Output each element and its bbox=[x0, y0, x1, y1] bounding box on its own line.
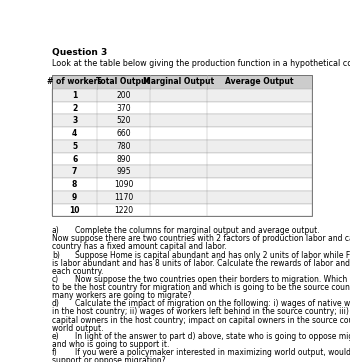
Bar bbox=[52, 89, 312, 102]
Text: 6: 6 bbox=[72, 155, 77, 164]
Text: 370: 370 bbox=[116, 104, 131, 113]
Text: 780: 780 bbox=[116, 142, 131, 151]
Text: 995: 995 bbox=[116, 167, 131, 176]
Text: 2: 2 bbox=[72, 104, 77, 113]
Bar bbox=[52, 75, 312, 216]
Bar bbox=[52, 165, 312, 178]
Bar bbox=[52, 191, 312, 204]
Bar bbox=[52, 75, 312, 89]
Text: and who is going to support it.: and who is going to support it. bbox=[52, 340, 169, 349]
Text: 520: 520 bbox=[116, 116, 131, 125]
Text: 660: 660 bbox=[116, 129, 131, 138]
Text: 200: 200 bbox=[116, 91, 131, 100]
Text: Average Output: Average Output bbox=[225, 77, 294, 87]
Text: many workers are going to migrate?: many workers are going to migrate? bbox=[52, 291, 191, 300]
Text: 9: 9 bbox=[72, 193, 77, 202]
Text: 7: 7 bbox=[72, 167, 77, 176]
Text: 890: 890 bbox=[116, 155, 131, 164]
Text: Suppose Home is capital abundant and has only 2 units of labor while Foreign: Suppose Home is capital abundant and has… bbox=[75, 251, 350, 260]
Text: 1090: 1090 bbox=[114, 180, 133, 189]
Text: If you were a policymaker interested in maximizing world output, would you: If you were a policymaker interested in … bbox=[75, 348, 350, 357]
Text: Marginal Output: Marginal Output bbox=[142, 77, 214, 87]
Bar bbox=[52, 153, 312, 165]
Bar bbox=[52, 204, 312, 216]
Bar bbox=[52, 102, 312, 114]
Text: b): b) bbox=[52, 251, 60, 260]
Bar bbox=[52, 178, 312, 191]
Text: support or oppose migration?: support or oppose migration? bbox=[52, 356, 166, 362]
Bar bbox=[52, 140, 312, 153]
Text: 5: 5 bbox=[72, 142, 77, 151]
Text: Complete the columns for marginal output and average output.: Complete the columns for marginal output… bbox=[75, 226, 320, 235]
Text: country has a fixed amount capital and labor.: country has a fixed amount capital and l… bbox=[52, 243, 227, 252]
Text: d): d) bbox=[52, 299, 60, 308]
Text: 3: 3 bbox=[72, 116, 77, 125]
Text: 4: 4 bbox=[72, 129, 77, 138]
Text: world output.: world output. bbox=[52, 324, 103, 333]
Text: f): f) bbox=[52, 348, 58, 357]
Text: In light of the answer to part d) above, state who is going to oppose migration: In light of the answer to part d) above,… bbox=[75, 332, 350, 341]
Text: e): e) bbox=[52, 332, 60, 341]
Text: Now suppose the two countries open their borders to migration. Which is going: Now suppose the two countries open their… bbox=[75, 275, 350, 284]
Text: 10: 10 bbox=[69, 206, 80, 215]
Text: Total Output: Total Output bbox=[97, 77, 150, 87]
Text: c): c) bbox=[52, 275, 59, 284]
Text: 1: 1 bbox=[72, 91, 77, 100]
Text: in the host country; ii) wages of workers left behind in the source country; iii: in the host country; ii) wages of worker… bbox=[52, 307, 350, 316]
Text: Look at the table below giving the production function in a hypothetical country: Look at the table below giving the produ… bbox=[52, 59, 350, 68]
Text: 8: 8 bbox=[72, 180, 77, 189]
Bar bbox=[52, 127, 312, 140]
Text: is labor abundant and has 8 units of labor. Calculate the rewards of labor and c: is labor abundant and has 8 units of lab… bbox=[52, 259, 350, 268]
Text: 1170: 1170 bbox=[114, 193, 133, 202]
Text: 1220: 1220 bbox=[114, 206, 133, 215]
Text: Question 3: Question 3 bbox=[52, 48, 107, 56]
Text: Calculate the impact of migration on the following: i) wages of native workers: Calculate the impact of migration on the… bbox=[75, 299, 350, 308]
Text: Now suppose there are two countries with 2 factors of production labor and capit: Now suppose there are two countries with… bbox=[52, 234, 350, 243]
Text: capital owners in the host country; impact on capital owners in the source count: capital owners in the host country; impa… bbox=[52, 316, 350, 324]
Text: to be the host country for migration and which is going to be the source country: to be the host country for migration and… bbox=[52, 283, 350, 292]
Text: each country.: each country. bbox=[52, 267, 103, 276]
Bar bbox=[52, 114, 312, 127]
Text: a): a) bbox=[52, 226, 60, 235]
Text: # of workers: # of workers bbox=[47, 77, 102, 87]
